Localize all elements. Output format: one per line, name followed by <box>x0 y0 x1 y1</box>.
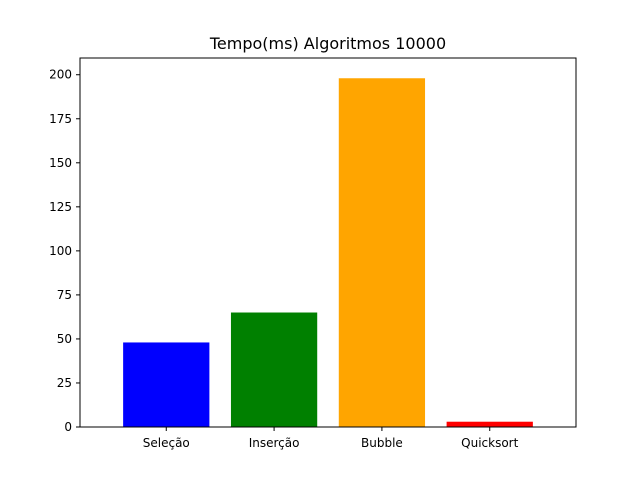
bar-quicksort <box>446 421 533 427</box>
y-tick-label: 150 <box>49 156 72 170</box>
x-axis: Seleção Inserção Bubble Quicksort <box>143 427 519 450</box>
y-axis: 0 25 50 75 100 125 150 175 200 <box>49 68 80 434</box>
x-tick-label: Inserção <box>249 436 300 450</box>
bar-seleção <box>123 342 210 427</box>
x-tick-label: Seleção <box>143 436 190 450</box>
y-tick-label: 0 <box>64 420 72 434</box>
chart-title: Tempo(ms) Algoritmos 10000 <box>209 34 446 53</box>
y-tick-label: 125 <box>49 200 72 214</box>
y-tick-label: 200 <box>49 68 72 82</box>
bar-bubble <box>338 78 426 427</box>
y-tick-label: 50 <box>57 332 72 346</box>
y-tick-label: 100 <box>49 244 72 258</box>
y-tick-label: 175 <box>49 112 72 126</box>
x-tick-label: Bubble <box>361 436 403 450</box>
bars-group <box>123 78 533 427</box>
bar-inserção <box>230 312 318 427</box>
y-tick-label: 75 <box>57 288 72 302</box>
plot-frame <box>79 57 577 428</box>
y-tick-label: 25 <box>57 376 72 390</box>
x-tick-label: Quicksort <box>461 436 518 450</box>
